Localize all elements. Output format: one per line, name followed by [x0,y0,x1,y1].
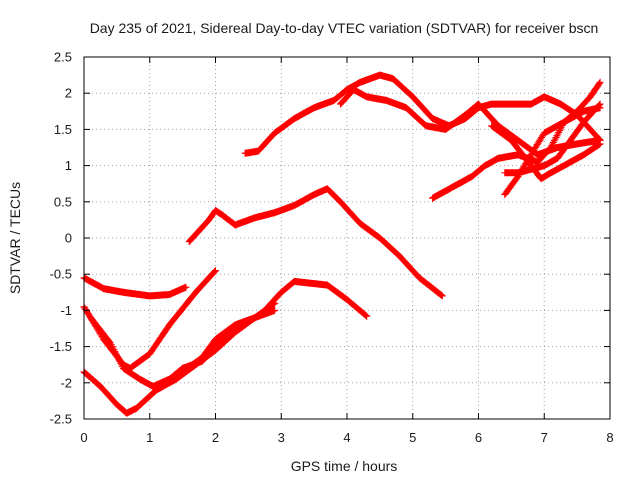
x-tick-label: 4 [343,430,350,445]
y-tick-label: 1.5 [54,122,72,137]
y-tick-label: 0 [65,231,72,246]
y-tick-label: 2.5 [54,50,72,65]
x-tick-label: 8 [606,430,613,445]
marker-points [159,306,279,387]
x-tick-label: 2 [212,430,219,445]
series-arc-6 [185,185,446,300]
series-arc-2 [80,267,219,372]
x-tick-label: 3 [278,430,285,445]
x-tick-label: 7 [541,430,548,445]
x-tick-label: 1 [146,430,153,445]
y-axis-label: SDTVAR / TECUs [7,182,23,294]
axis-ticks: 0 1 2 3 4 5 6 7 8 -2.5 -2 -1.5 -1 -0.5 0 0.5 1 1.5 2 2.5 [50,50,614,446]
grid-lines [84,57,610,419]
marker-points [501,100,604,177]
y-tick-label: 1 [65,158,72,173]
y-tick-label: -0.5 [50,267,72,282]
x-tick-label: 6 [475,430,482,445]
chart-title: Day 235 of 2021, Sidereal Day-to-day VTE… [90,20,599,36]
y-tick-label: -2.5 [50,412,72,427]
data-points [80,71,604,417]
marker-points [488,122,604,183]
marker-points [185,185,446,300]
series-arc-11 [501,104,604,199]
y-tick-label: -1.5 [50,339,72,354]
marker-points [80,274,190,300]
x-tick-label: 5 [409,430,416,445]
y-tick-label: -2 [60,375,72,390]
y-tick-label: 2 [65,86,72,101]
series-arc-5 [159,306,279,387]
series-arc-1 [80,274,190,300]
series-arc-10 [501,100,604,177]
y-tick-label: -1 [60,303,72,318]
y-tick-label: 0.5 [54,194,72,209]
marker-points [80,267,219,372]
series-arc-12 [488,122,604,183]
x-axis-label: GPS time / hours [291,458,398,474]
marker-points [501,104,604,199]
x-tick-label: 0 [80,430,87,445]
